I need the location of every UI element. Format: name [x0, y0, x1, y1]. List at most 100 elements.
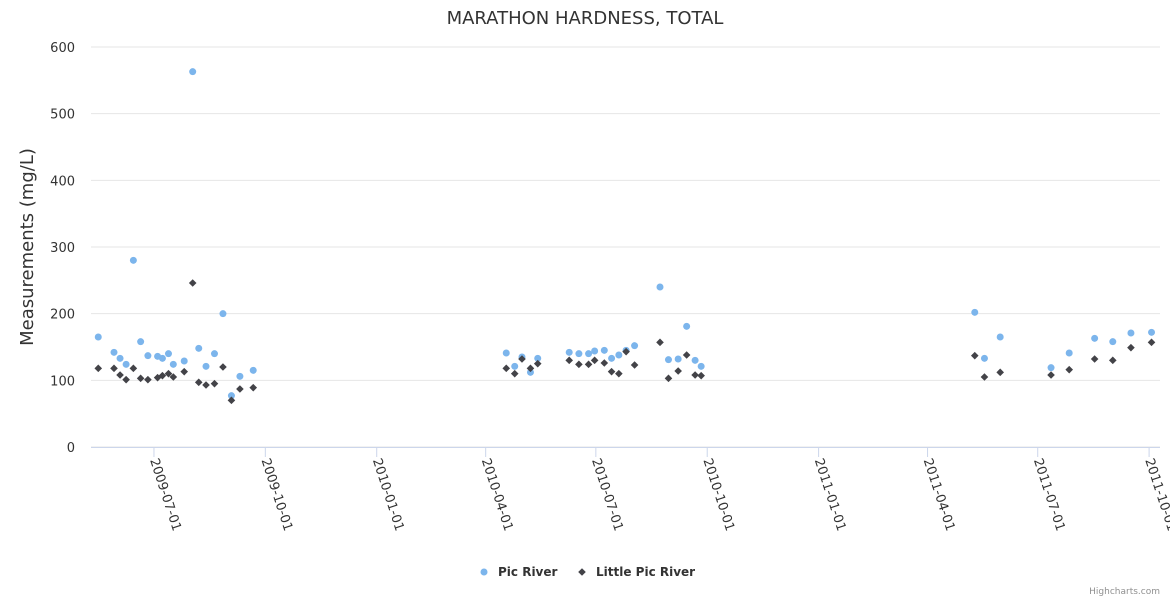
data-point[interactable]	[674, 367, 682, 375]
data-point[interactable]	[622, 347, 630, 356]
legend-item[interactable]: Pic River	[480, 565, 558, 579]
data-point[interactable]	[591, 347, 599, 355]
data-point[interactable]	[195, 344, 203, 352]
data-point[interactable]	[144, 375, 152, 384]
data-point[interactable]	[607, 367, 616, 376]
data-point[interactable]	[674, 355, 682, 363]
data-point[interactable]	[575, 350, 583, 358]
data-point[interactable]	[164, 350, 172, 358]
data-point[interactable]	[164, 369, 173, 378]
data-point[interactable]	[575, 360, 583, 369]
legend-symbol-circle[interactable]	[480, 568, 488, 576]
data-point[interactable]	[608, 354, 616, 362]
data-point[interactable]	[1047, 371, 1055, 379]
data-point[interactable]	[526, 364, 535, 373]
data-point[interactable]	[970, 351, 979, 360]
data-point[interactable]	[122, 375, 130, 384]
data-point[interactable]	[996, 333, 1004, 341]
data-point[interactable]	[236, 372, 244, 380]
data-point[interactable]	[691, 356, 699, 364]
data-point[interactable]	[600, 346, 608, 354]
data-point[interactable]	[1127, 329, 1135, 337]
data-point[interactable]	[691, 371, 699, 379]
data-point[interactable]	[565, 348, 573, 356]
data-point[interactable]	[502, 349, 510, 357]
data-point[interactable]	[236, 385, 244, 393]
data-point[interactable]	[169, 373, 178, 381]
data-point[interactable]	[129, 256, 137, 264]
data-point[interactable]	[980, 373, 989, 381]
data-point[interactable]	[533, 359, 542, 368]
legend-item[interactable]: Little Pic River	[578, 565, 695, 579]
data-point[interactable]	[116, 371, 124, 379]
data-point[interactable]	[615, 369, 623, 378]
data-point[interactable]	[697, 371, 705, 380]
data-point[interactable]	[144, 352, 152, 360]
data-point[interactable]	[1065, 365, 1074, 374]
data-point[interactable]	[510, 369, 519, 378]
data-point[interactable]	[219, 363, 227, 371]
data-point[interactable]	[630, 361, 639, 369]
data-point[interactable]	[664, 374, 673, 383]
data-point[interactable]	[971, 308, 979, 316]
data-point[interactable]	[1090, 355, 1099, 363]
data-point[interactable]	[122, 360, 130, 368]
data-point[interactable]	[189, 68, 197, 76]
data-point[interactable]	[1047, 364, 1055, 372]
data-point[interactable]	[1148, 328, 1156, 336]
data-point[interactable]	[615, 351, 623, 359]
data-point[interactable]	[980, 354, 988, 362]
data-point[interactable]	[136, 374, 145, 383]
data-point[interactable]	[110, 348, 118, 356]
credits-link[interactable]: Highcharts.com	[1089, 587, 1160, 597]
data-point[interactable]	[94, 364, 103, 373]
data-point[interactable]	[1108, 356, 1117, 365]
data-point[interactable]	[534, 354, 542, 362]
data-point[interactable]	[631, 342, 639, 350]
data-point[interactable]	[158, 371, 167, 380]
data-point[interactable]	[158, 354, 166, 362]
data-point[interactable]	[129, 364, 138, 373]
data-point[interactable]	[526, 368, 534, 376]
data-point[interactable]	[202, 362, 210, 370]
data-point[interactable]	[227, 396, 236, 405]
data-point[interactable]	[1127, 343, 1135, 352]
data-point[interactable]	[656, 338, 664, 347]
data-point[interactable]	[210, 350, 218, 358]
data-point[interactable]	[194, 378, 203, 387]
data-point[interactable]	[249, 366, 257, 374]
data-point[interactable]	[137, 338, 145, 346]
data-point[interactable]	[518, 355, 526, 363]
data-point[interactable]	[656, 283, 664, 291]
data-point[interactable]	[585, 350, 593, 358]
data-point[interactable]	[1147, 338, 1156, 347]
data-point[interactable]	[116, 354, 124, 362]
data-point[interactable]	[600, 359, 609, 367]
data-point[interactable]	[1065, 349, 1073, 357]
data-point[interactable]	[94, 333, 102, 341]
data-point[interactable]	[584, 360, 593, 369]
data-point[interactable]	[249, 383, 258, 392]
data-point[interactable]	[180, 357, 188, 365]
data-point[interactable]	[565, 356, 574, 365]
data-point[interactable]	[227, 392, 235, 400]
data-point[interactable]	[180, 367, 189, 376]
data-point[interactable]	[682, 351, 691, 359]
data-point[interactable]	[996, 368, 1004, 377]
data-point[interactable]	[683, 322, 691, 330]
data-point[interactable]	[1091, 334, 1099, 342]
legend[interactable]: Pic River Little Pic River	[480, 565, 696, 579]
data-point[interactable]	[1109, 338, 1117, 346]
data-point[interactable]	[110, 364, 118, 373]
data-point[interactable]	[202, 381, 210, 389]
legend-symbol-diamond[interactable]	[578, 568, 586, 576]
data-point[interactable]	[511, 362, 519, 370]
data-point[interactable]	[219, 310, 227, 318]
data-point[interactable]	[169, 360, 177, 368]
data-point[interactable]	[697, 362, 705, 370]
data-point[interactable]	[502, 364, 511, 373]
data-point[interactable]	[590, 356, 599, 365]
data-point[interactable]	[664, 356, 672, 364]
data-point[interactable]	[210, 379, 219, 388]
data-point[interactable]	[188, 279, 197, 287]
